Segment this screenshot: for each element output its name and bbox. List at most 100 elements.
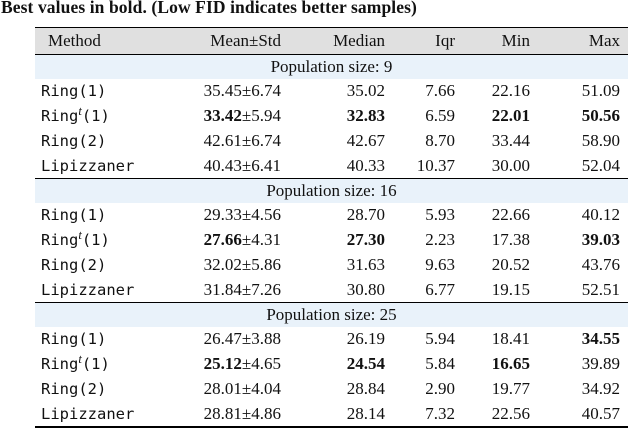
std-value: ±5.94 bbox=[241, 106, 281, 125]
method-superscript: t bbox=[78, 228, 82, 242]
mean-value: 25.12 bbox=[203, 354, 242, 373]
method-cell: Ring(2) bbox=[35, 377, 161, 402]
max-cell: 43.76 bbox=[581, 255, 620, 274]
method-cell: Lipizzaner bbox=[35, 278, 161, 303]
min-cell: 30.00 bbox=[491, 155, 530, 175]
mean-value: 42.61 bbox=[203, 131, 242, 150]
std-value: ±6.74 bbox=[241, 131, 281, 150]
max-cell: 39.03 bbox=[581, 230, 620, 249]
method-name: Ring(2) bbox=[41, 256, 107, 274]
method-name-suffix: (1) bbox=[81, 231, 110, 249]
method-cell: Lipizzaner bbox=[35, 154, 161, 179]
min-cell: 19.77 bbox=[491, 379, 530, 398]
mean-std-cell: 28.81±4.86 bbox=[161, 402, 281, 427]
table-row: Ringt(1) 25.12±4.65 24.54 5.84 16.65 39.89 bbox=[35, 351, 628, 377]
mean-value: 35.45 bbox=[203, 81, 242, 100]
max-cell: 51.09 bbox=[581, 81, 620, 100]
mean-value: 40.43 bbox=[203, 155, 242, 175]
min-cell: 19.15 bbox=[491, 279, 530, 299]
fid-results-table: Method Mean±Std Median Iqr Min Max Popul… bbox=[35, 27, 628, 428]
table-row: Ring(2) 42.61±6.74 42.67 8.70 33.44 58.90 bbox=[35, 128, 628, 154]
iqr-cell: 5.93 bbox=[425, 205, 455, 224]
table-row: Ringt(1) 33.42±5.94 32.83 6.59 22.01 50.56 bbox=[35, 103, 628, 129]
table-row: Lipizzaner 31.84±7.26 30.80 6.77 19.15 52.51 bbox=[35, 277, 628, 303]
max-cell: 52.51 bbox=[581, 279, 620, 299]
iqr-cell: 10.37 bbox=[416, 155, 455, 175]
iqr-cell: 8.70 bbox=[425, 131, 455, 150]
iqr-cell: 7.66 bbox=[425, 81, 455, 100]
median-cell: 30.80 bbox=[346, 279, 385, 299]
mean-std-cell: 31.84±7.26 bbox=[161, 278, 281, 303]
min-cell: 20.52 bbox=[491, 255, 530, 274]
mean-value: 28.81 bbox=[203, 403, 242, 423]
mean-std-cell: 27.66±4.31 bbox=[161, 228, 281, 253]
method-cell: Ring(1) bbox=[35, 79, 161, 104]
iqr-cell: 2.90 bbox=[425, 379, 455, 398]
median-cell: 28.70 bbox=[346, 205, 385, 224]
table-body: Population size: 9 Ring(1) 35.45±6.74 35.02… bbox=[35, 54, 628, 427]
col-header-iqr: Iqr bbox=[435, 31, 455, 50]
min-cell: 16.65 bbox=[491, 354, 530, 373]
method-name: Ring bbox=[41, 355, 79, 373]
mean-value: 33.42 bbox=[203, 106, 242, 125]
mean-std-cell: 29.33±4.56 bbox=[161, 203, 281, 228]
table-row: Lipizzaner 28.81±4.86 28.14 7.32 22.56 40.57 bbox=[35, 401, 628, 427]
std-value: ±3.88 bbox=[241, 329, 281, 348]
method-cell: Ringt(1) bbox=[35, 104, 161, 129]
col-header-mean-std: Mean±Std bbox=[210, 31, 281, 50]
table-caption: Best values in bold. (Low FID indicates … bbox=[1, 0, 417, 17]
table-row: Ring(2) 32.02±5.86 31.63 9.63 20.52 43.76 bbox=[35, 252, 628, 278]
mean-std-cell: 26.47±3.88 bbox=[161, 327, 281, 352]
method-name: Lipizzaner bbox=[41, 156, 135, 175]
method-superscript: t bbox=[78, 104, 82, 118]
min-cell: 22.16 bbox=[491, 81, 530, 100]
max-cell: 50.56 bbox=[581, 106, 620, 125]
method-name: Ring(1) bbox=[41, 82, 107, 100]
iqr-cell: 9.63 bbox=[425, 255, 455, 274]
method-name: Ring bbox=[41, 231, 79, 249]
method-name-suffix: (1) bbox=[81, 355, 110, 373]
method-cell: Ring(1) bbox=[35, 327, 161, 352]
method-name: Ring(2) bbox=[41, 380, 107, 398]
table-row: Ring(1) 29.33±4.56 28.70 5.93 22.66 40.12 bbox=[35, 202, 628, 228]
max-cell: 40.57 bbox=[581, 403, 620, 423]
mean-std-cell: 28.01±4.04 bbox=[161, 377, 281, 402]
median-cell: 40.33 bbox=[346, 155, 385, 175]
table-row: Ring(1) 26.47±3.88 26.19 5.94 18.41 34.55 bbox=[35, 326, 628, 352]
method-name: Ring(1) bbox=[41, 330, 107, 348]
section-row: Population size: 9 bbox=[35, 54, 628, 79]
median-cell: 42.67 bbox=[346, 131, 385, 150]
section-row: Population size: 16 bbox=[35, 178, 628, 203]
mean-std-cell: 25.12±4.65 bbox=[161, 352, 281, 377]
table-header-row: Method Mean±Std Median Iqr Min Max bbox=[35, 27, 628, 55]
std-value: ±5.86 bbox=[241, 255, 281, 274]
max-cell: 40.12 bbox=[581, 205, 620, 224]
std-value: ±4.86 bbox=[241, 403, 281, 423]
method-name: Ring(1) bbox=[41, 206, 107, 224]
method-cell: Lipizzaner bbox=[35, 402, 161, 427]
max-cell: 58.90 bbox=[581, 131, 620, 150]
section-row: Population size: 25 bbox=[35, 302, 628, 327]
min-cell: 22.56 bbox=[491, 403, 530, 423]
mean-value: 29.33 bbox=[203, 205, 242, 224]
table-row: Ring(1) 35.45±6.74 35.02 7.66 22.16 51.09 bbox=[35, 78, 628, 104]
method-name-suffix: (1) bbox=[81, 107, 110, 125]
min-cell: 33.44 bbox=[491, 131, 530, 150]
std-value: ±4.65 bbox=[241, 354, 281, 373]
std-value: ±4.04 bbox=[241, 379, 281, 398]
max-cell: 34.55 bbox=[581, 329, 620, 348]
mean-std-cell: 35.45±6.74 bbox=[161, 79, 281, 104]
max-cell: 34.92 bbox=[581, 379, 620, 398]
iqr-cell: 5.94 bbox=[425, 329, 455, 348]
mean-value: 27.66 bbox=[203, 230, 242, 249]
iqr-cell: 2.23 bbox=[425, 230, 455, 249]
section-title: Population size: 9 bbox=[270, 56, 393, 76]
std-value: ±4.31 bbox=[241, 230, 281, 249]
std-value: ±7.26 bbox=[241, 279, 281, 299]
results-table-wrap: Method Mean±Std Median Iqr Min Max Popul… bbox=[35, 27, 628, 428]
iqr-cell: 7.32 bbox=[425, 403, 455, 423]
median-cell: 24.54 bbox=[346, 354, 385, 373]
median-cell: 32.83 bbox=[346, 106, 385, 125]
median-cell: 27.30 bbox=[346, 230, 385, 249]
